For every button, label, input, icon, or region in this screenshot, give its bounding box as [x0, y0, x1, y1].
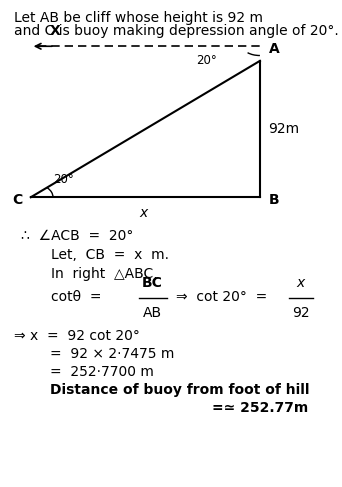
- Text: and C is buoy making depression angle of 20°.: and C is buoy making depression angle of…: [14, 24, 339, 38]
- Text: x: x: [297, 276, 305, 290]
- Text: 20°: 20°: [196, 54, 217, 67]
- Text: ⇒ x  =  92 cot 20°: ⇒ x = 92 cot 20°: [14, 329, 140, 343]
- Text: =≃ 252.77m: =≃ 252.77m: [212, 401, 308, 415]
- Text: 92m: 92m: [268, 122, 300, 136]
- Text: Distance of buoy from foot of hill: Distance of buoy from foot of hill: [50, 383, 309, 397]
- Text: cotθ  =: cotθ =: [51, 290, 102, 304]
- Text: =  252·7700 m: = 252·7700 m: [50, 365, 154, 379]
- Text: Let,  CB  =  x  m.: Let, CB = x m.: [51, 248, 169, 262]
- Text: X: X: [49, 24, 60, 38]
- Text: C: C: [12, 193, 22, 206]
- Text: 20°: 20°: [53, 173, 74, 186]
- Text: ∴  ∠ACB  =  20°: ∴ ∠ACB = 20°: [21, 229, 133, 243]
- Text: A: A: [268, 42, 279, 56]
- Text: B: B: [268, 193, 279, 206]
- Text: In  right  △ABC,: In right △ABC,: [51, 267, 158, 281]
- Text: AB: AB: [143, 306, 162, 320]
- Text: BC: BC: [142, 276, 163, 290]
- Text: Let AB be cliff whose height is 92 m: Let AB be cliff whose height is 92 m: [14, 11, 263, 25]
- Text: 92: 92: [292, 306, 310, 320]
- Text: x: x: [140, 206, 148, 220]
- Text: ⇒  cot 20°  =: ⇒ cot 20° =: [176, 290, 267, 304]
- Text: =  92 × 2·7475 m: = 92 × 2·7475 m: [50, 347, 174, 361]
